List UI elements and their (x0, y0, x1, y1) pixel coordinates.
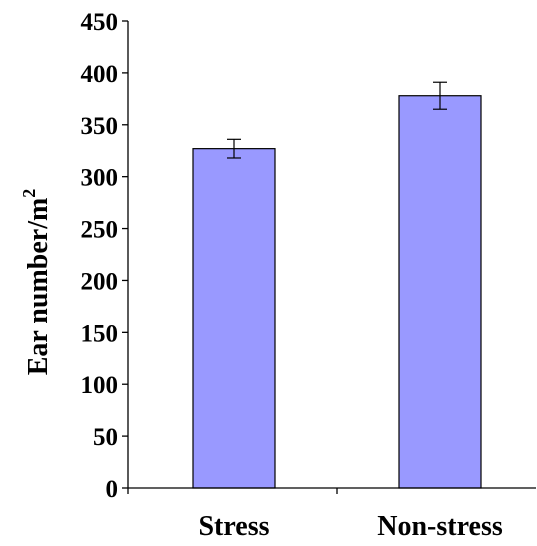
y-tick-label: 300 (81, 165, 119, 192)
bar-stress (192, 148, 276, 489)
y-tick-label: 450 (81, 9, 119, 36)
error-bars (227, 81, 447, 159)
x-category-label: Non-stress (377, 511, 503, 542)
y-tick-label: 350 (81, 113, 119, 140)
bar-non-stress (398, 95, 482, 489)
y-axis-label-superscript: 2 (19, 189, 39, 198)
x-category-label: Stress (198, 511, 269, 542)
y-tick-label: 200 (81, 268, 119, 295)
y-tick-label: 250 (81, 217, 119, 244)
y-axis-label: Ear number/m2 (19, 189, 54, 376)
y-axis-label-main: Ear number/m (23, 198, 54, 376)
y-tick-label: 50 (93, 424, 118, 451)
bars (192, 95, 482, 489)
y-tick-label: 400 (81, 61, 119, 88)
x-axis-ticks (127, 488, 338, 494)
category-labels: Stress Non-stress (198, 511, 502, 542)
y-tick-label: 0 (106, 476, 119, 503)
y-axis-ticks (122, 20, 128, 489)
y-tick-label: 150 (81, 320, 119, 347)
y-tick-labels: 0 50 100 150 200 250 300 350 400 450 (81, 9, 119, 503)
y-tick-label: 100 (81, 372, 119, 399)
